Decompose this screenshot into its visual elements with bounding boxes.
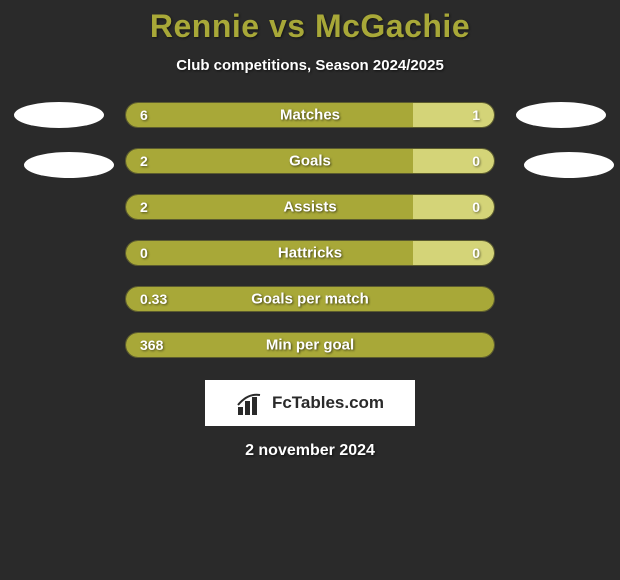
stat-row-hattricks: 0 Hattricks 0 [125, 240, 495, 266]
bar-left [126, 149, 413, 173]
comparison-card: Rennie vs McGachie Club competitions, Se… [0, 0, 620, 580]
footer-logo[interactable]: FcTables.com [205, 380, 415, 426]
chart-icon [236, 391, 266, 415]
bar-left [126, 195, 413, 219]
stat-value-left: 2 [140, 199, 148, 215]
player-right-oval-2 [524, 152, 614, 178]
bar-right [413, 103, 494, 127]
logo-text: FcTables.com [272, 393, 384, 413]
bar-left [126, 241, 413, 265]
stat-value-left: 0 [140, 245, 148, 261]
stat-value-left: 2 [140, 153, 148, 169]
stat-value-left: 368 [140, 337, 163, 353]
stats-area: 6 Matches 1 2 Goals 0 2 Assists 0 0 Hatt… [0, 102, 620, 358]
stat-row-min-per-goal: 368 Min per goal [125, 332, 495, 358]
date-text: 2 november 2024 [245, 442, 375, 460]
stat-label: Matches [280, 107, 340, 124]
stat-value-right: 1 [472, 107, 480, 123]
subtitle: Club competitions, Season 2024/2025 [176, 57, 444, 74]
bar-right [413, 241, 494, 265]
stat-value-left: 6 [140, 107, 148, 123]
bar-left [126, 103, 413, 127]
player-left-oval-1 [14, 102, 104, 128]
stat-label: Hattricks [278, 245, 342, 262]
stat-row-goals: 2 Goals 0 [125, 148, 495, 174]
bar-right [413, 195, 494, 219]
stat-label: Assists [283, 199, 336, 216]
stat-row-matches: 6 Matches 1 [125, 102, 495, 128]
stat-value-right: 0 [472, 245, 480, 261]
stat-label: Goals [289, 153, 331, 170]
player-right-oval-1 [516, 102, 606, 128]
stat-value-right: 0 [472, 153, 480, 169]
stat-row-assists: 2 Assists 0 [125, 194, 495, 220]
stat-value-left: 0.33 [140, 291, 167, 307]
stat-row-goals-per-match: 0.33 Goals per match [125, 286, 495, 312]
player-left-oval-2 [24, 152, 114, 178]
stat-label: Min per goal [266, 337, 354, 354]
stat-label: Goals per match [251, 291, 369, 308]
page-title: Rennie vs McGachie [150, 8, 470, 45]
bar-right [413, 149, 494, 173]
stat-value-right: 0 [472, 199, 480, 215]
